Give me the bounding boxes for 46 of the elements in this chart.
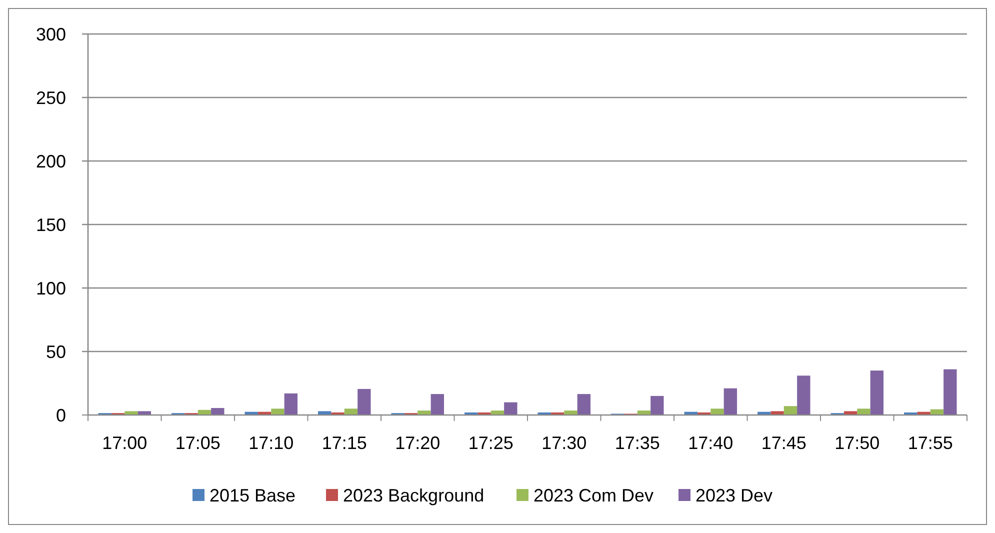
y-tick-label: 200 <box>36 151 66 172</box>
y-tick-label: 300 <box>36 24 66 44</box>
x-tick-label: 17:40 <box>688 433 734 453</box>
bar <box>870 370 884 415</box>
y-tick-label: 100 <box>36 278 66 298</box>
y-tick-label: 0 <box>56 405 66 426</box>
x-tick-label: 17:45 <box>761 433 806 453</box>
bar <box>857 408 870 415</box>
bar <box>430 394 444 415</box>
legend-label: 2023 Dev <box>696 485 773 506</box>
bar <box>577 394 590 415</box>
bar <box>724 388 737 415</box>
y-tick-label: 150 <box>36 214 66 235</box>
legend-label: 2023 Background <box>343 485 484 506</box>
bar <box>271 408 284 415</box>
y-tick-label: 250 <box>36 88 66 108</box>
x-tick-label: 17:05 <box>175 433 220 453</box>
bar <box>211 408 224 415</box>
bar <box>418 410 431 415</box>
x-tick-label: 17:00 <box>102 433 148 453</box>
x-tick-label: 17:50 <box>834 433 880 453</box>
bar <box>944 369 957 415</box>
bar <box>318 411 332 415</box>
bar <box>784 406 798 415</box>
bar <box>797 376 810 415</box>
bar <box>124 411 138 415</box>
x-tick-label: 17:15 <box>322 433 367 453</box>
legend-label: 2023 Com Dev <box>534 485 654 506</box>
bar <box>344 408 358 415</box>
bar <box>358 388 371 415</box>
x-tick-label: 17:55 <box>908 433 953 453</box>
bar <box>710 408 724 415</box>
bar <box>844 411 858 415</box>
bar <box>770 411 784 415</box>
x-tick-label: 17:10 <box>248 433 294 453</box>
bar <box>504 402 518 415</box>
bar <box>564 410 578 415</box>
x-tick-label: 17:20 <box>395 433 440 453</box>
bar <box>284 393 298 415</box>
y-tick-label: 50 <box>46 342 66 362</box>
x-tick-label: 17:35 <box>614 433 660 453</box>
x-tick-label: 17:25 <box>468 433 514 453</box>
bar <box>138 411 151 415</box>
legend-label: 2015 Base <box>210 485 296 506</box>
bar <box>650 396 664 415</box>
x-tick-label: 17:30 <box>542 433 587 453</box>
